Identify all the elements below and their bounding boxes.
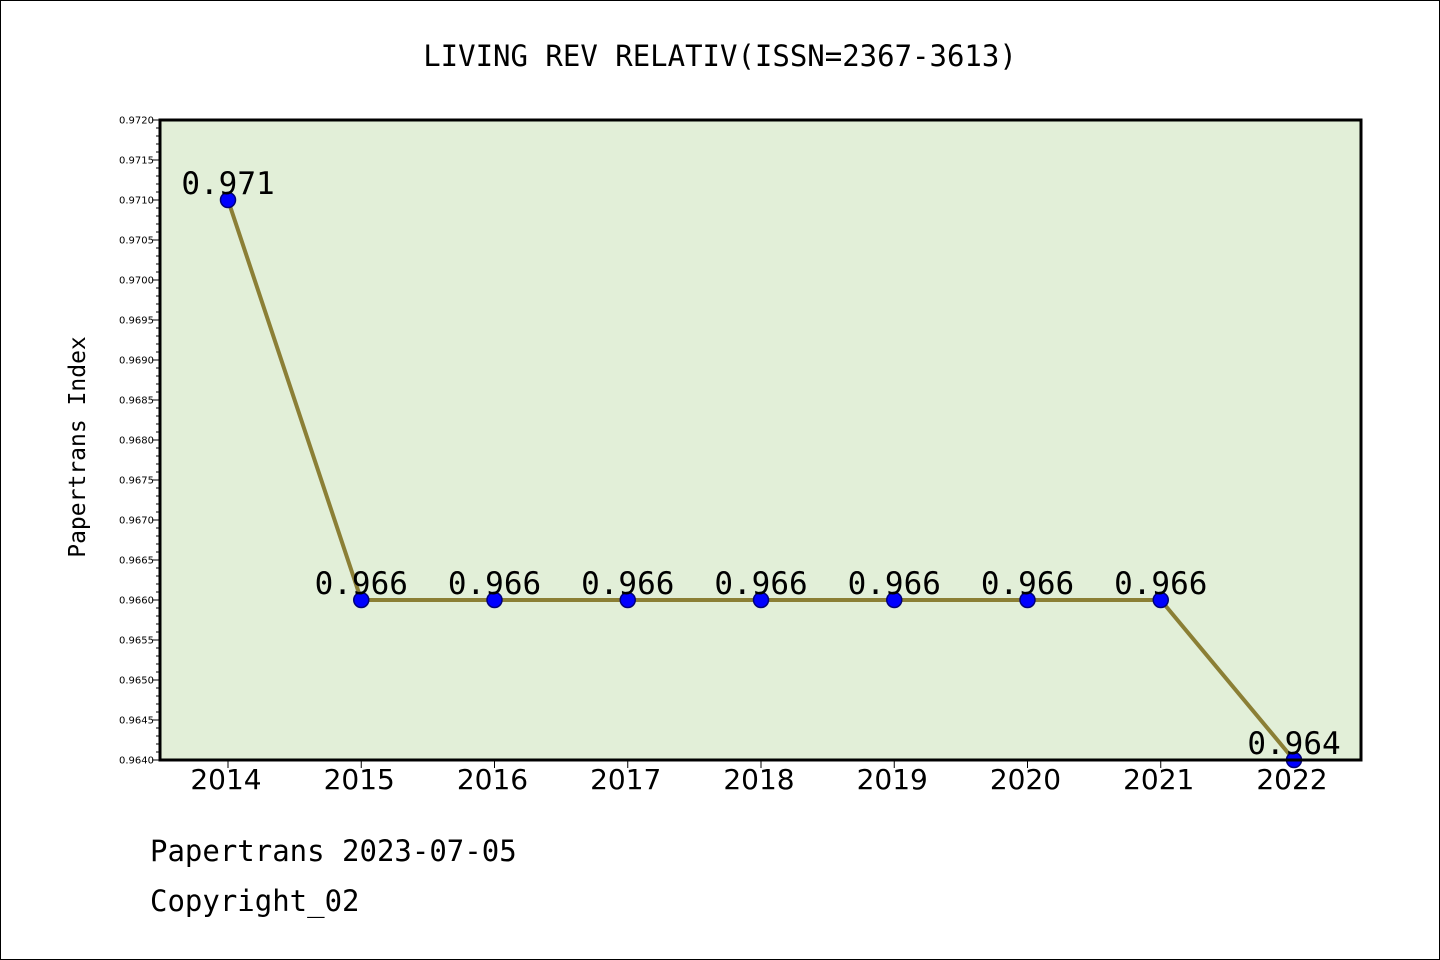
x-tick-label: 2016 [457,763,528,796]
data-point [752,591,770,609]
y-tick-label: 0.9680 [119,436,154,447]
data-label: 0.971 [181,166,274,202]
chart-title: LIVING REV RELATIV(ISSN=2367-3613) [423,39,1017,73]
y-tick-label: 0.9695 [119,316,154,327]
y-tick-label: 0.9670 [119,516,154,527]
data-point [353,591,370,609]
data-label: 0.966 [848,566,941,602]
data-point [1019,591,1036,609]
data-label: 0.966 [714,566,807,602]
x-tick-label: 2017 [590,763,661,796]
data-labels: 0.971 0.966 0.966 0.966 0.966 0.966 0.966 0.966… [181,166,1340,762]
y-tick-label: 0.9685 [119,396,154,407]
data-label: 0.966 [448,566,541,602]
data-label: 0.966 [981,566,1074,602]
y-tick-label: 0.9690 [119,356,154,367]
y-tick-label: 0.9710 [119,196,154,207]
y-tick-label: 0.9640 [119,756,154,767]
y-tick-label: 0.9655 [119,636,154,647]
plot-border [158,118,1363,762]
data-point [619,591,636,609]
data-point [886,591,903,609]
data-point [219,191,237,209]
data-label: 0.966 [1114,566,1207,602]
y-tick-label: 0.9700 [119,276,154,287]
y-tick-label: 0.9675 [119,476,154,487]
y-tick-label: 0.9715 [119,156,154,167]
footer-date: Papertrans 2023-07-05 [150,834,517,868]
y-tick-label: 0.9645 [119,716,154,727]
x-axis: 2014 2015 2016 2017 2018 2019 2020 2021 2022 [190,760,1328,796]
y-tick-label: 0.9705 [119,236,154,247]
x-tick-label: 2022 [1256,763,1327,796]
plot-area [160,120,1361,760]
data-label: 0.966 [315,566,408,602]
data-point [486,591,503,609]
x-tick-label: 2014 [190,763,261,796]
y-axis-label: Papertrans Index [65,336,91,558]
y-tick-label: 0.9665 [119,556,154,567]
x-tick-label: 2018 [723,763,794,796]
y-tick-label: 0.9650 [119,676,154,687]
x-tick-label: 2021 [1123,763,1194,796]
y-tick-label: 0.9720 [119,116,154,127]
data-label: 0.966 [581,566,674,602]
footer-copyright: Copyright_02 [150,884,360,918]
x-tick-label: 2020 [990,763,1061,796]
x-tick-label: 2015 [324,763,395,796]
data-point [1152,591,1169,609]
x-tick-label: 2019 [857,763,928,796]
data-label: 0.964 [1247,726,1340,762]
y-tick-label: 0.9660 [119,596,154,607]
y-axis: 0.9640 0.9645 0.9650 0.9655 0.9660 0.9665 0.96… [119,116,160,767]
